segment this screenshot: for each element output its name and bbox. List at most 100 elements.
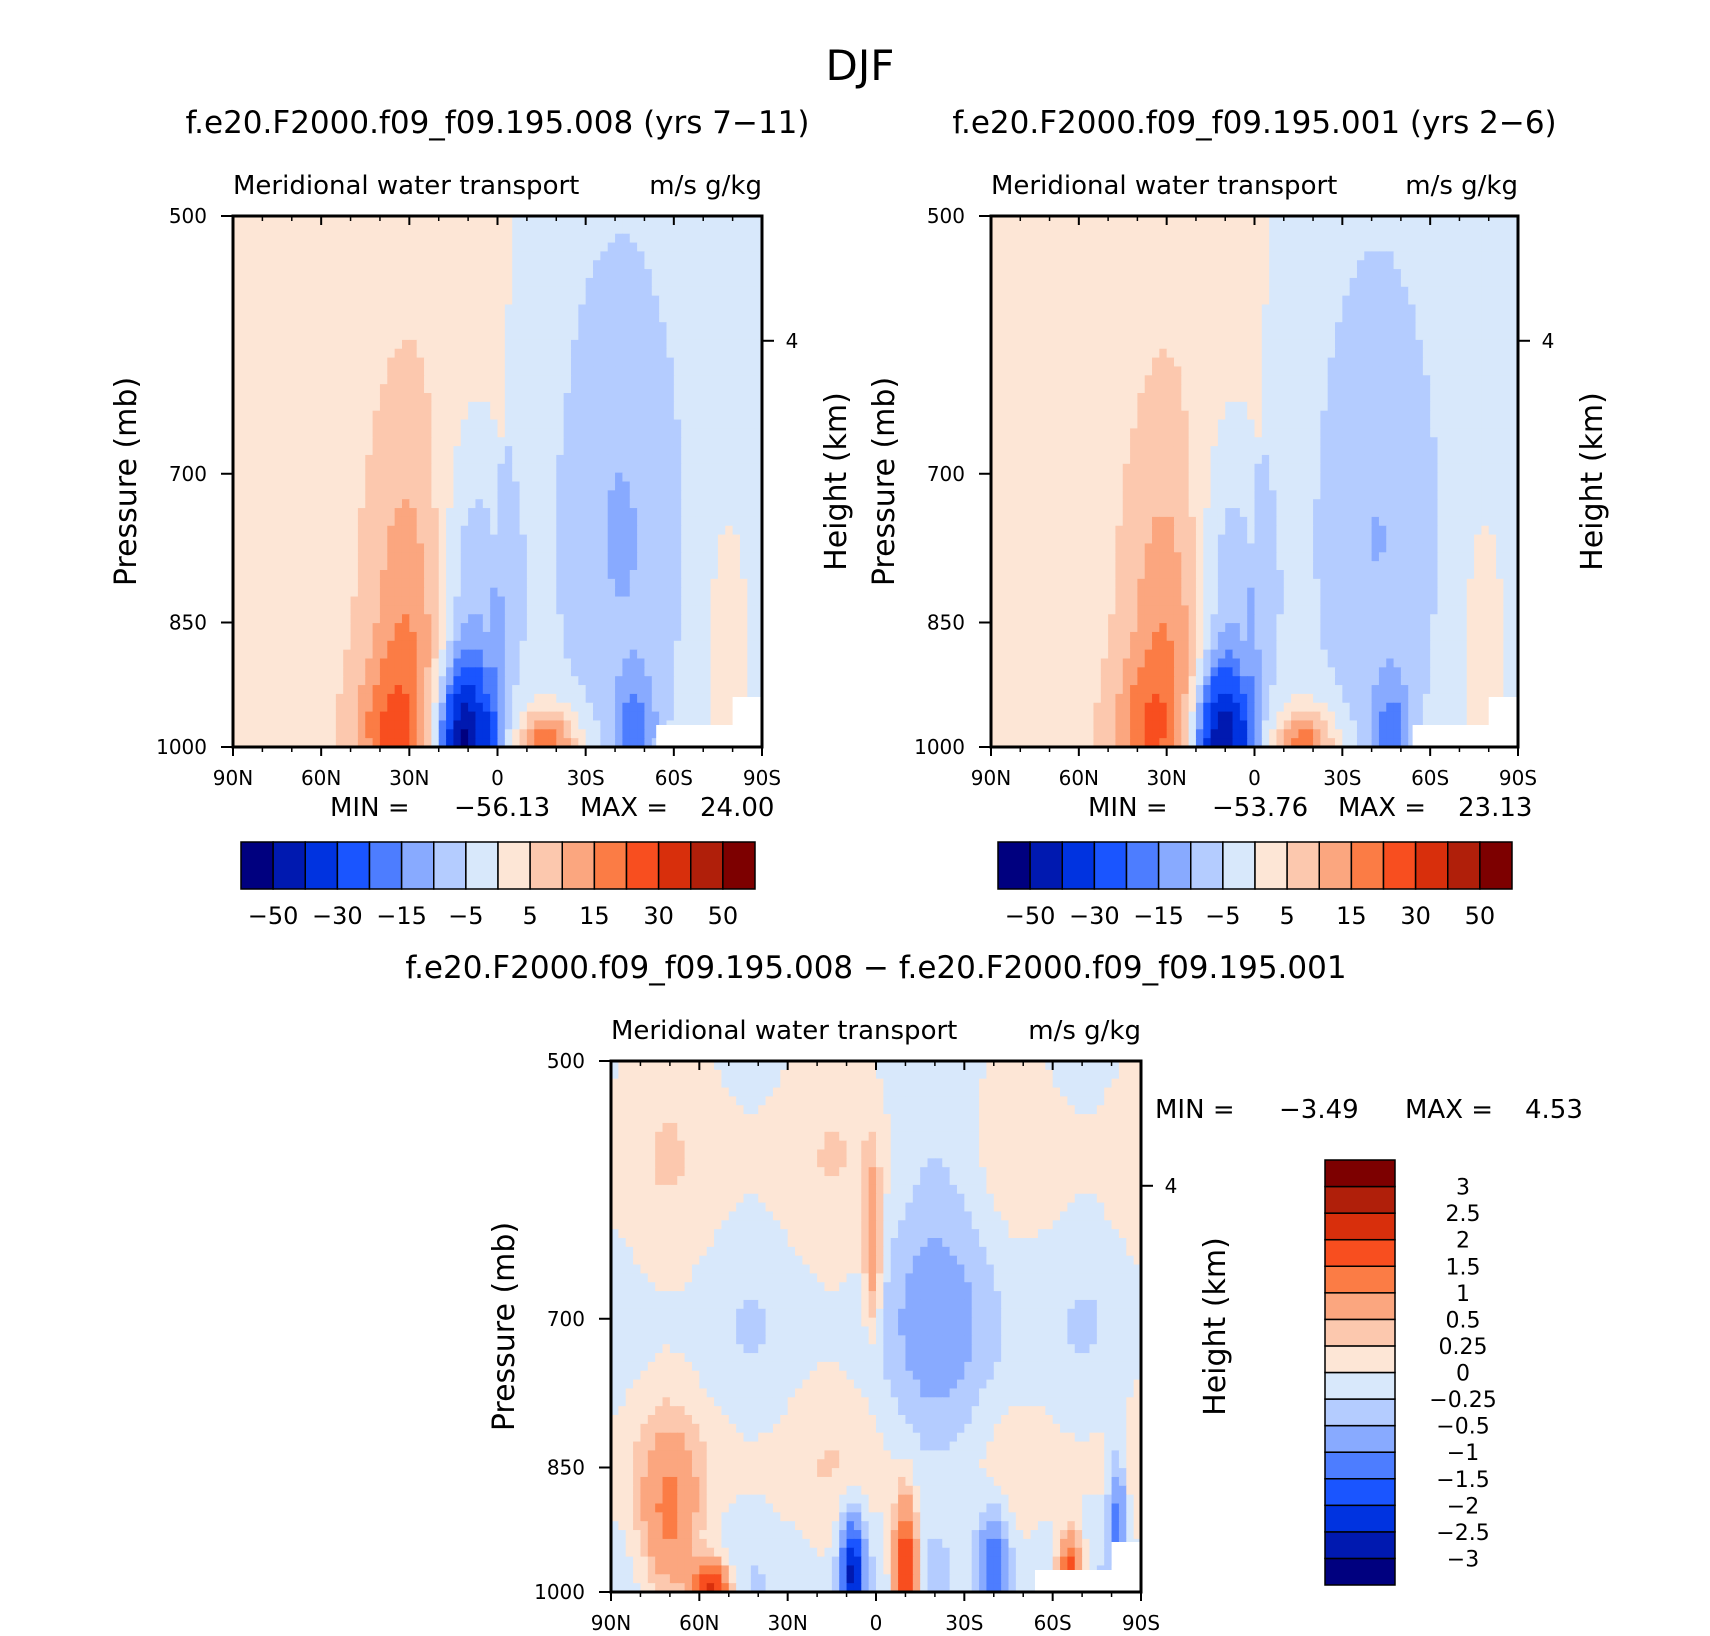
contour-cell bbox=[291, 693, 300, 704]
contour-cell bbox=[703, 410, 712, 421]
contour-cell bbox=[651, 375, 660, 385]
contour-cell bbox=[328, 393, 337, 403]
contour-cell bbox=[541, 472, 550, 483]
contour-cell bbox=[306, 605, 315, 615]
contour-cell bbox=[490, 428, 499, 438]
contour-cell bbox=[409, 295, 418, 306]
contour-cell bbox=[335, 543, 344, 553]
contour-cell bbox=[703, 614, 712, 624]
contour-cell bbox=[526, 587, 535, 598]
contour-cell bbox=[754, 499, 763, 509]
contour-cell bbox=[710, 242, 719, 252]
contour-cell bbox=[1064, 251, 1073, 261]
x-tick-label: 60S bbox=[655, 766, 693, 790]
contour-cell bbox=[409, 649, 418, 660]
contour-cell bbox=[416, 277, 425, 288]
contour-cell bbox=[416, 251, 425, 261]
contour-cell bbox=[512, 419, 521, 429]
contour-cell bbox=[717, 393, 726, 403]
contour-cell bbox=[578, 260, 587, 270]
contour-cell bbox=[328, 587, 337, 598]
contour-cell bbox=[306, 375, 315, 385]
contour-cell bbox=[277, 578, 286, 589]
contour-cell bbox=[732, 472, 741, 483]
contour-cell bbox=[666, 490, 675, 500]
contour-cell bbox=[372, 667, 381, 677]
contour-cell bbox=[659, 304, 668, 314]
contour-cell bbox=[438, 516, 447, 527]
contour-cell bbox=[343, 375, 352, 385]
contour-cell bbox=[401, 216, 410, 226]
contour-cell bbox=[688, 463, 697, 474]
contour-cell bbox=[629, 720, 638, 730]
contour-cell bbox=[1005, 242, 1014, 252]
contour-cell bbox=[526, 224, 535, 235]
contour-cell bbox=[453, 463, 462, 474]
contour-cell bbox=[431, 393, 440, 403]
contour-cell bbox=[394, 729, 403, 739]
contour-cell bbox=[269, 428, 278, 438]
contour-cell bbox=[593, 313, 601, 323]
contour-cell bbox=[732, 614, 741, 624]
contour-cell bbox=[1203, 216, 1212, 226]
contour-cell bbox=[725, 463, 734, 474]
contour-cell bbox=[710, 578, 719, 589]
contour-cell bbox=[379, 508, 388, 518]
contour-cell bbox=[482, 224, 491, 235]
contour-cell bbox=[563, 693, 572, 704]
contour-cell bbox=[526, 508, 535, 518]
contour-cell bbox=[739, 233, 748, 244]
contour-cell bbox=[350, 233, 359, 244]
contour-cell bbox=[673, 614, 682, 624]
contour-cell bbox=[644, 384, 653, 394]
contour-cell bbox=[1356, 251, 1365, 261]
contour-cell bbox=[1452, 216, 1461, 226]
contour-cell bbox=[277, 446, 286, 456]
contour-cell bbox=[629, 322, 638, 332]
contour-cell bbox=[497, 393, 506, 403]
contour-cell bbox=[482, 499, 491, 509]
contour-cell bbox=[512, 216, 521, 226]
contour-cell bbox=[585, 401, 594, 412]
contour-cell bbox=[688, 525, 697, 536]
contour-cell bbox=[482, 525, 491, 536]
contour-cell bbox=[291, 463, 300, 474]
contour-cell bbox=[1042, 269, 1051, 279]
contour-cell bbox=[570, 685, 579, 695]
contour-cell bbox=[541, 658, 550, 668]
contour-cell bbox=[548, 596, 557, 606]
contour-cell bbox=[424, 490, 432, 500]
contour-cell bbox=[1122, 233, 1131, 244]
contour-cell bbox=[1503, 224, 1512, 235]
contour-cell bbox=[497, 286, 506, 297]
contour-cell bbox=[1356, 233, 1365, 244]
contour-cell bbox=[262, 313, 271, 323]
contour-cell bbox=[556, 711, 565, 722]
contour-cell bbox=[431, 534, 440, 545]
contour-cell bbox=[578, 676, 587, 686]
contour-cell bbox=[240, 685, 249, 695]
contour-cell bbox=[570, 366, 579, 376]
contour-cell bbox=[401, 339, 410, 350]
contour-cell bbox=[438, 419, 447, 429]
contour-cell bbox=[556, 676, 565, 686]
contour-cell bbox=[695, 676, 704, 686]
contour-cell bbox=[416, 534, 425, 545]
contour-cell bbox=[401, 472, 410, 483]
contour-cell bbox=[387, 587, 396, 598]
contour-cell bbox=[732, 508, 741, 518]
contour-cell bbox=[1276, 224, 1285, 235]
contour-cell bbox=[1335, 260, 1343, 270]
contour-cell bbox=[475, 472, 484, 483]
contour-cell bbox=[343, 693, 352, 704]
contour-cell bbox=[1488, 260, 1497, 270]
contour-cell bbox=[284, 525, 293, 536]
contour-cell bbox=[739, 419, 748, 429]
contour-cell bbox=[541, 348, 550, 359]
contour-cell bbox=[519, 384, 528, 394]
contour-cell bbox=[394, 224, 403, 235]
contour-cell bbox=[468, 260, 477, 270]
contour-cell bbox=[659, 428, 668, 438]
contour-cell bbox=[490, 693, 499, 704]
contour-cell bbox=[394, 623, 403, 633]
